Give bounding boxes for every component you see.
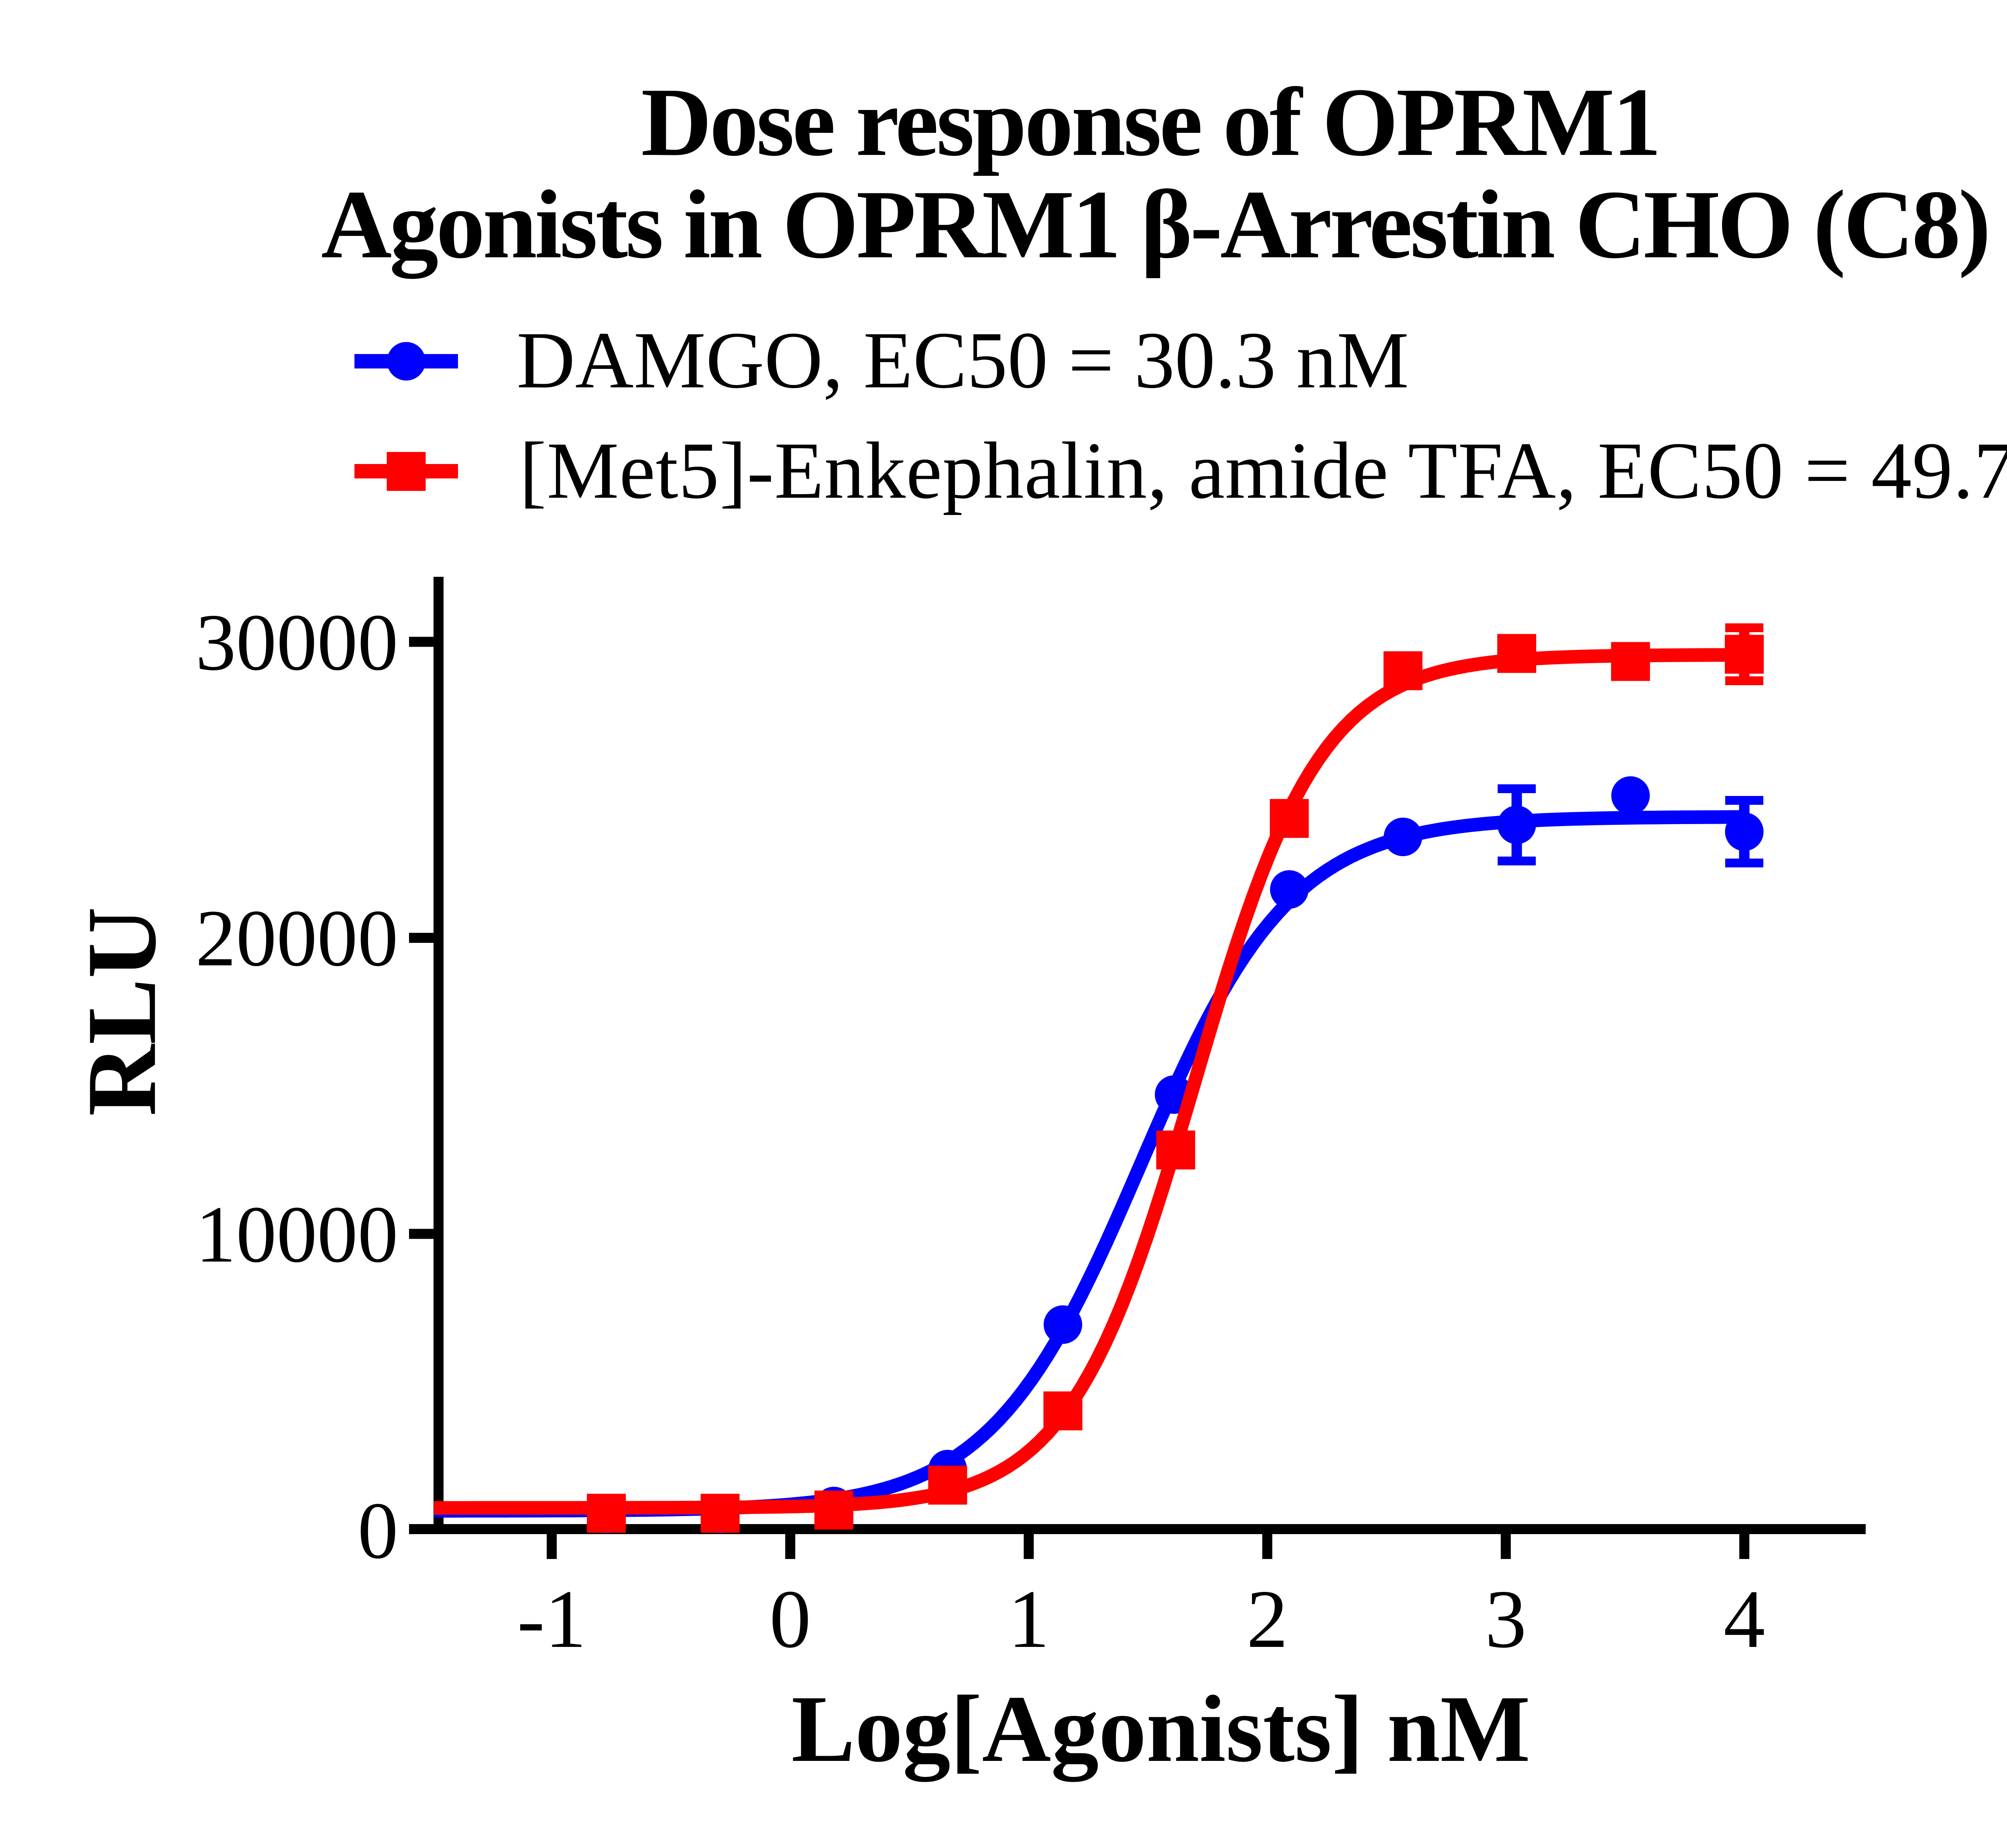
svg-text:[Met5]-Enkephalin, amide TFA,: [Met5]-Enkephalin, amide TFA, EC50 = 49.…: [519, 425, 2007, 515]
svg-text:2: 2: [1246, 1573, 1288, 1665]
svg-text:Agonists in OPRM1 β-Arrestin C: Agonists in OPRM1 β-Arrestin CHO (C8): [321, 170, 1991, 279]
svg-text:0: 0: [358, 1486, 398, 1575]
svg-text:DAMGO, EC50 = 30.3 nM: DAMGO, EC50 = 30.3 nM: [517, 315, 1409, 405]
svg-text:3: 3: [1485, 1573, 1527, 1665]
svg-text:Dose response of OPRM1: Dose response of OPRM1: [641, 68, 1661, 176]
svg-text:4: 4: [1724, 1573, 1765, 1665]
svg-text:0: 0: [769, 1573, 811, 1665]
svg-text:30000: 30000: [195, 597, 398, 687]
svg-text:20000: 20000: [195, 893, 398, 983]
svg-text:1: 1: [1008, 1573, 1050, 1665]
svg-text:10000: 10000: [195, 1189, 398, 1279]
svg-text:Log[Agonists] nM: Log[Agonists] nM: [792, 1676, 1531, 1782]
svg-text:-1: -1: [517, 1573, 586, 1665]
svg-text:RLU: RLU: [67, 907, 177, 1116]
